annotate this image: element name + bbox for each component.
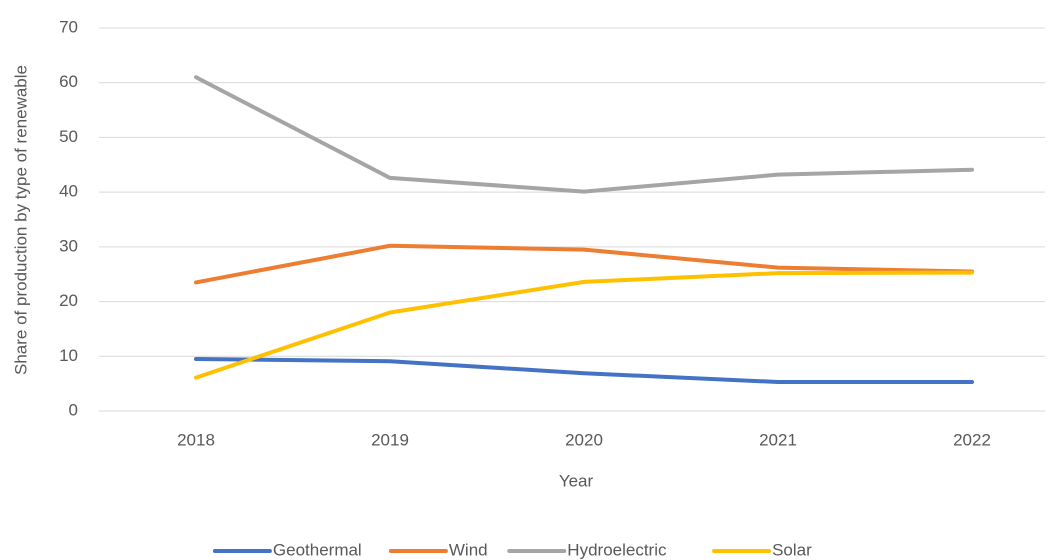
series-line — [194, 243, 974, 285]
y-tick-label: 30 — [59, 236, 78, 255]
legend-label: Hydroelectric — [567, 540, 667, 559]
x-tick-label: 2020 — [565, 430, 603, 449]
x-tick-label: 2019 — [371, 430, 409, 449]
x-tick-label: 2022 — [953, 430, 991, 449]
y-tick-label: 20 — [59, 291, 78, 310]
series-line — [194, 75, 974, 194]
legend-label: Solar — [772, 540, 812, 559]
x-axis-label: Year — [559, 471, 594, 490]
series-line — [194, 357, 974, 385]
y-tick-label: 40 — [59, 182, 78, 201]
y-tick-label: 50 — [59, 127, 78, 146]
y-tick-label: 60 — [59, 72, 78, 91]
legend-label: Geothermal — [273, 540, 362, 559]
y-tick-label: 70 — [59, 17, 78, 36]
y-tick-label: 10 — [59, 346, 78, 365]
x-tick-label: 2018 — [177, 430, 215, 449]
legend-label: Wind — [449, 540, 488, 559]
y-tick-label: 0 — [69, 400, 78, 419]
y-axis-label: Share of production by type of renewable — [11, 65, 30, 375]
x-tick-label: 2021 — [759, 430, 797, 449]
series-line — [194, 270, 974, 380]
